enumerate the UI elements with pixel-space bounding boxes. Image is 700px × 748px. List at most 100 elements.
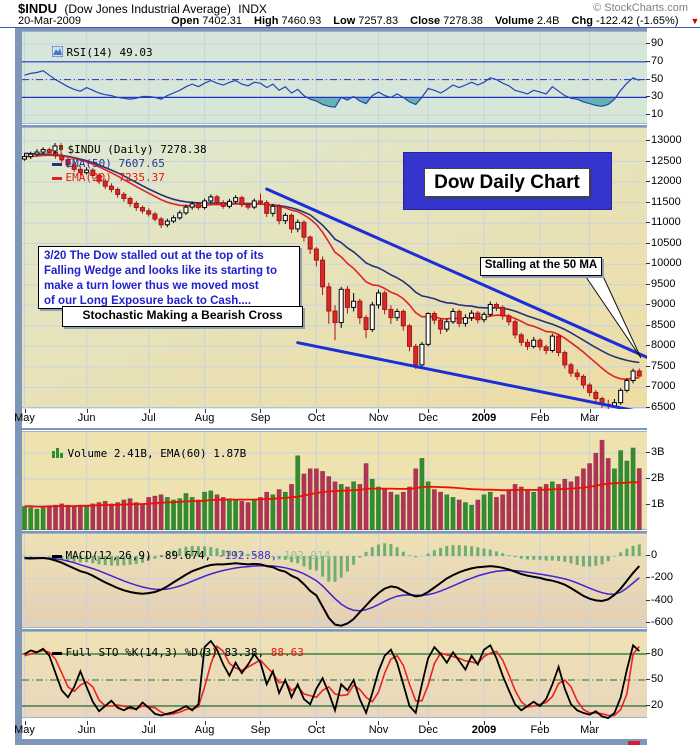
month-tick <box>204 409 206 413</box>
month-tick <box>378 721 380 725</box>
quote-date: 20-Mar-2009 <box>18 15 81 27</box>
ticker-exchange: INDX <box>238 2 267 16</box>
line-icon <box>51 647 62 660</box>
month-label: Dec <box>418 724 438 736</box>
month-label: Sep <box>250 412 271 424</box>
month-tick <box>260 409 262 413</box>
panel-divider <box>15 428 647 430</box>
axis-tick-label: 10000 <box>651 257 682 270</box>
stochastic-note: Stochastic Making a Bearish Cross <box>62 306 303 327</box>
axis-tick-label: -600 <box>651 616 674 629</box>
axis-tick-label: 7000 <box>651 380 676 393</box>
axis-tick <box>646 283 650 285</box>
axis-tick-label: 12500 <box>651 154 682 167</box>
volume-panel <box>22 431 647 531</box>
analyst-note: 3/20 The Dow stalled out at the top of i… <box>38 246 300 309</box>
panel-divider <box>15 125 647 127</box>
axis-tick-label: 8000 <box>651 339 676 352</box>
month-tick <box>428 721 430 725</box>
line-icon <box>51 158 62 171</box>
month-tick <box>539 721 541 725</box>
month-label: Nov <box>368 724 389 736</box>
panel-divider <box>15 531 647 533</box>
axis-tick <box>646 653 650 654</box>
month-tick <box>86 721 88 725</box>
note-line: of our Long Exposure back to Cash.... <box>44 295 252 307</box>
axis-tick <box>646 242 650 244</box>
month-label: Jul <box>141 724 156 736</box>
axis-tick <box>646 599 650 601</box>
axis-tick <box>646 622 650 624</box>
axis-tick-label: 2B <box>651 472 665 485</box>
axis-tick-label: 10500 <box>651 236 682 249</box>
area-chart-icon <box>51 45 63 60</box>
x-axis-months-bottom: May Jun Jul Aug Sep Oct Nov Dec 2009 Feb Mar <box>0 721 700 737</box>
axis-tick <box>646 96 650 98</box>
month-label: 2009 <box>471 724 497 736</box>
axis-tick-label: 9000 <box>651 298 676 311</box>
axis-tick <box>646 114 650 116</box>
month-tick <box>316 409 318 413</box>
axis-tick <box>646 78 650 80</box>
axis-tick <box>646 263 650 265</box>
candlestick-icon <box>52 143 64 157</box>
month-label: Oct <box>307 724 325 736</box>
month-tick <box>316 721 318 725</box>
stalling-note: Stalling at the 50 MA <box>480 257 602 276</box>
axis-tick <box>646 407 650 408</box>
axis-tick <box>646 555 650 556</box>
x-axis-months-main: May Jun Jul Aug Sep Oct Nov Dec 2009 Feb Mar <box>0 409 700 425</box>
axis-tick <box>646 139 650 141</box>
copyright: © StockCharts.com <box>593 2 688 14</box>
month-label: Jul <box>141 412 156 424</box>
axis-tick <box>646 345 650 347</box>
quote-low: Low 7257.83 <box>333 15 399 27</box>
axis-tick-label: 13000 <box>651 133 682 146</box>
month-tick <box>589 721 591 725</box>
axis-tick-label: 20 <box>651 699 664 711</box>
quote-row: 20-Mar-2009 Open 7402.31 High 7460.93 Low 7… <box>18 15 699 27</box>
axis-tick <box>646 386 650 388</box>
axis-tick-label: 70 <box>651 54 664 67</box>
axis-tick-label: 8500 <box>651 318 676 331</box>
axis-tick-label: 10 <box>651 108 664 121</box>
ema50-legend: EMA(50) 7607.65 <box>25 144 165 184</box>
axis-tick-label: 1B <box>651 498 665 511</box>
frame-bottom <box>15 739 647 745</box>
axis-tick <box>646 478 650 480</box>
note-line: Falling Wedge and looks like its startin… <box>44 265 278 277</box>
ticker-symbol: $INDU <box>18 1 58 16</box>
axis-tick-label: 12000 <box>651 175 682 188</box>
month-label: May <box>14 412 35 424</box>
dow-daily-chart-callout: Dow Daily Chart <box>403 152 612 210</box>
axis-tick-label: 11500 <box>651 195 681 208</box>
line-icon <box>51 172 62 185</box>
month-label: Feb <box>530 724 550 736</box>
month-label: Nov <box>368 412 389 424</box>
month-tick <box>204 721 206 725</box>
axis-tick <box>646 160 650 162</box>
stochastics-panel <box>22 631 647 719</box>
month-tick <box>589 409 591 413</box>
axis-tick <box>646 181 650 183</box>
axis-tick <box>646 304 650 306</box>
axis-tick <box>646 43 650 44</box>
axis-tick <box>646 577 650 579</box>
axis-tick-label: 0 <box>651 549 658 561</box>
axis-tick-label: 50 <box>651 72 664 85</box>
month-tick <box>86 409 88 413</box>
month-tick <box>428 409 430 413</box>
axis-tick-label: -400 <box>651 593 674 606</box>
month-label: 2009 <box>471 412 497 424</box>
month-tick <box>24 721 26 725</box>
month-label: Aug <box>194 412 215 424</box>
panel-divider <box>15 629 647 631</box>
axis-tick <box>646 324 650 326</box>
change-down-arrow-icon: ▼ <box>690 16 700 26</box>
month-label: Sep <box>250 724 271 736</box>
axis-tick <box>646 679 650 680</box>
note-line: 3/20 The Dow stalled out at the top of i… <box>44 250 264 262</box>
axis-tick <box>646 201 650 203</box>
axis-tick-label: 6500 <box>651 401 676 413</box>
